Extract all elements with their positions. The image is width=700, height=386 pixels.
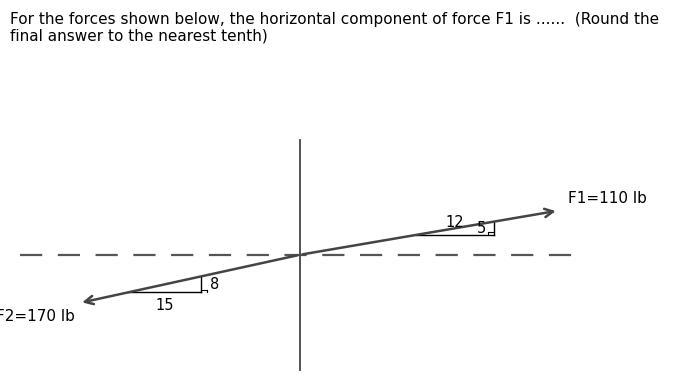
Text: 12: 12	[446, 215, 464, 230]
Text: For the forces shown below, the horizontal component of force F1 is ......  (Rou: For the forces shown below, the horizont…	[10, 12, 659, 44]
Text: 5: 5	[477, 221, 486, 236]
Text: F2=170 lb: F2=170 lb	[0, 309, 74, 324]
Text: F1=110 lb: F1=110 lb	[568, 191, 648, 206]
Text: 8: 8	[210, 277, 219, 292]
Text: 15: 15	[155, 298, 174, 313]
